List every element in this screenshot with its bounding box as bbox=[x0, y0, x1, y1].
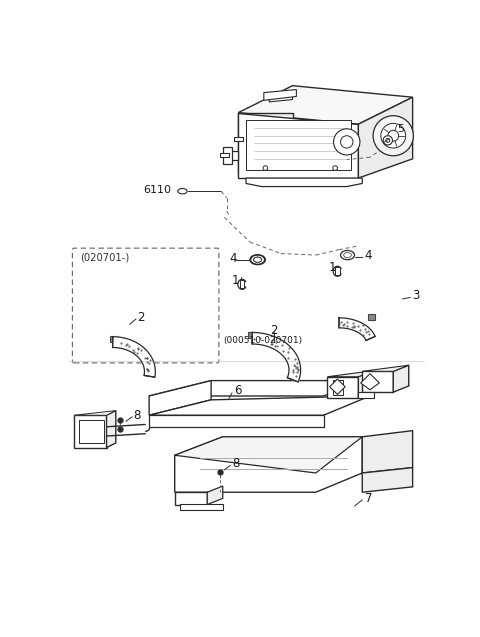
Polygon shape bbox=[339, 318, 375, 341]
Polygon shape bbox=[335, 268, 340, 275]
Polygon shape bbox=[238, 86, 413, 124]
Polygon shape bbox=[220, 154, 229, 157]
Circle shape bbox=[383, 136, 393, 145]
Polygon shape bbox=[110, 336, 118, 342]
Polygon shape bbox=[175, 437, 362, 492]
Polygon shape bbox=[149, 380, 370, 396]
Polygon shape bbox=[223, 147, 232, 164]
Polygon shape bbox=[74, 415, 107, 448]
Circle shape bbox=[373, 116, 413, 156]
Polygon shape bbox=[330, 379, 345, 394]
Polygon shape bbox=[107, 411, 116, 448]
Text: 5: 5 bbox=[397, 124, 404, 134]
Text: 4: 4 bbox=[229, 252, 237, 264]
Circle shape bbox=[388, 131, 399, 141]
Polygon shape bbox=[149, 415, 324, 427]
Text: 1: 1 bbox=[329, 261, 336, 274]
Polygon shape bbox=[269, 92, 292, 102]
Polygon shape bbox=[359, 392, 374, 398]
Polygon shape bbox=[149, 396, 370, 415]
Text: 8: 8 bbox=[232, 457, 240, 470]
Polygon shape bbox=[238, 113, 359, 178]
Polygon shape bbox=[113, 337, 156, 377]
Polygon shape bbox=[74, 411, 116, 415]
Polygon shape bbox=[362, 431, 413, 473]
Text: (000510-020701): (000510-020701) bbox=[224, 336, 302, 345]
Polygon shape bbox=[149, 380, 211, 415]
Polygon shape bbox=[246, 120, 350, 170]
Circle shape bbox=[334, 129, 360, 155]
Polygon shape bbox=[207, 486, 223, 505]
Polygon shape bbox=[362, 365, 409, 371]
Circle shape bbox=[381, 124, 406, 148]
Text: 2: 2 bbox=[137, 311, 145, 324]
Polygon shape bbox=[252, 333, 300, 382]
Polygon shape bbox=[180, 504, 223, 510]
Text: 6110: 6110 bbox=[144, 185, 172, 196]
Text: 8: 8 bbox=[133, 409, 141, 422]
Polygon shape bbox=[362, 468, 413, 492]
Polygon shape bbox=[229, 151, 238, 161]
Polygon shape bbox=[264, 90, 296, 100]
Circle shape bbox=[333, 166, 337, 170]
Polygon shape bbox=[240, 280, 244, 288]
Polygon shape bbox=[234, 137, 243, 141]
Text: 3: 3 bbox=[413, 289, 420, 303]
Polygon shape bbox=[327, 371, 374, 376]
Polygon shape bbox=[333, 380, 343, 395]
Circle shape bbox=[263, 166, 268, 170]
Text: 1: 1 bbox=[232, 274, 240, 287]
Polygon shape bbox=[359, 371, 374, 398]
Text: 7: 7 bbox=[365, 492, 372, 505]
Text: 2: 2 bbox=[270, 324, 277, 337]
Polygon shape bbox=[359, 97, 413, 178]
Text: 4: 4 bbox=[365, 248, 372, 262]
Polygon shape bbox=[393, 365, 409, 392]
Polygon shape bbox=[327, 376, 359, 398]
Polygon shape bbox=[248, 332, 255, 338]
Text: (020701-): (020701-) bbox=[80, 252, 130, 262]
Polygon shape bbox=[246, 178, 362, 187]
Text: 6: 6 bbox=[234, 384, 242, 397]
Polygon shape bbox=[369, 315, 375, 320]
Polygon shape bbox=[360, 374, 379, 390]
Polygon shape bbox=[79, 420, 104, 443]
Circle shape bbox=[340, 136, 353, 148]
Polygon shape bbox=[175, 492, 207, 505]
Polygon shape bbox=[175, 437, 362, 473]
Circle shape bbox=[386, 138, 390, 142]
Polygon shape bbox=[362, 371, 393, 392]
Polygon shape bbox=[238, 113, 292, 175]
